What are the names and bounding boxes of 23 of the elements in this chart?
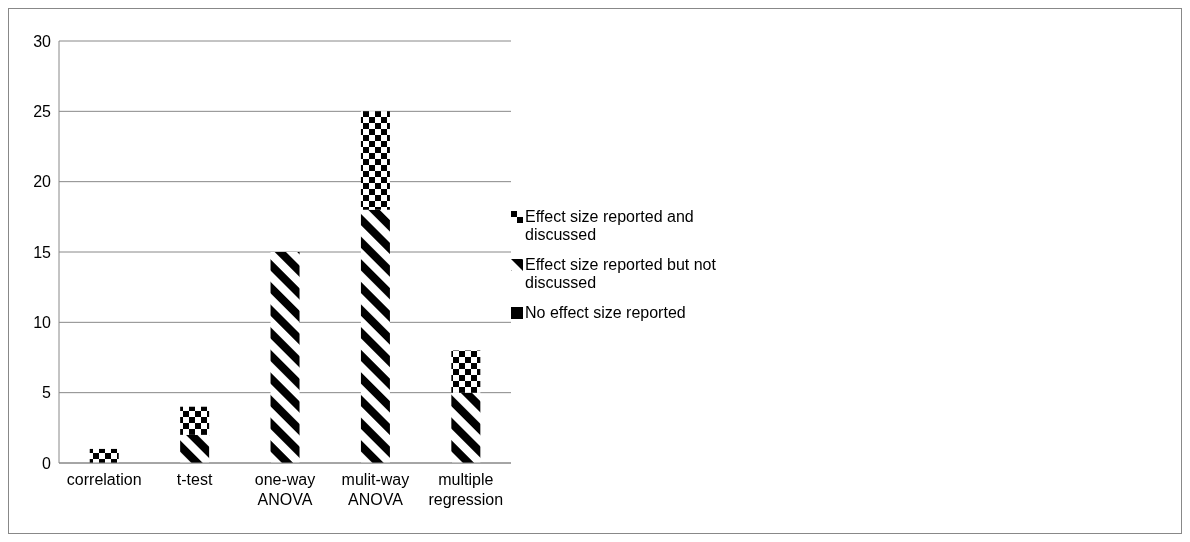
legend-label: No effect size reported [525, 304, 687, 322]
y-tick-label: 0 [42, 454, 52, 472]
x-tick-label: mulit-way ANOVA [341, 471, 410, 508]
x-tick-label: t-test [176, 471, 213, 488]
legend-label: Effect size reported and discussed [525, 208, 695, 244]
bar [180, 406, 210, 435]
y-tick-label: 20 [33, 173, 52, 191]
y-tick-label: 30 [33, 32, 52, 50]
x-tick-label: multiple regression [428, 471, 504, 508]
y-tick-label: 10 [33, 314, 52, 332]
x-tick-label: correlation [66, 471, 142, 488]
bar [360, 209, 390, 463]
x-tick-label: one-way ANOVA [254, 471, 316, 508]
bar [89, 448, 119, 463]
legend-label: Effect size reported but not discussed [525, 256, 717, 292]
bar [270, 252, 300, 463]
y-tick-label: 5 [42, 384, 52, 402]
y-tick-label: 15 [33, 243, 52, 261]
bar [180, 434, 210, 463]
bar [360, 111, 390, 210]
bar [451, 392, 481, 463]
bar [451, 350, 481, 393]
y-tick-label: 25 [33, 103, 52, 121]
